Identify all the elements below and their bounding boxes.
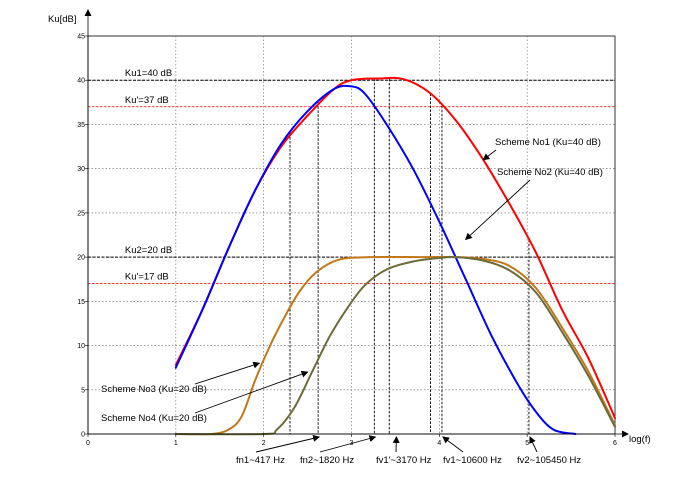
frequency-label: fn2~1820 Hz — [300, 455, 354, 466]
x-tick-label: 6 — [613, 440, 617, 447]
scheme-annotation-arrow — [482, 149, 497, 161]
reference-line-label: Ku'=37 dB — [125, 95, 169, 106]
scheme-annotation-arrow — [194, 370, 309, 414]
series-scheme-no1 — [174, 76, 616, 420]
x-tick-label: 4 — [437, 440, 441, 447]
y-tick-label: 20 — [77, 255, 85, 262]
annotations: fn1~417 Hz fn2~1820 Hz fv1'~3170 Hz fv1~106… — [101, 137, 603, 466]
reference-line-label: Ku'=17 dB — [125, 272, 169, 283]
series-scheme-no2 — [174, 84, 577, 435]
frequency-label: fv2~105450 Hz — [517, 455, 581, 466]
y-tick-label: 40 — [77, 78, 85, 85]
scheme-annotation-label: Scheme No1 (Ku=40 dB) — [495, 137, 601, 148]
series-scheme-no3 — [174, 255, 616, 436]
series-scheme-no4 — [174, 255, 616, 436]
y-tick-label: 15 — [77, 299, 85, 306]
frequency-arrow — [442, 436, 464, 453]
y-tick-label: 5 — [81, 387, 85, 394]
x-tick-label: 2 — [262, 440, 266, 447]
scheme-annotation-label: Scheme No2 (Ku=40 dB) — [497, 167, 603, 178]
scheme-annotation-label: Scheme No4 (Ku=20 dB) — [101, 413, 207, 424]
x-tick-label: 0 — [86, 440, 90, 447]
scheme-annotation-arrow — [464, 179, 531, 241]
x-tick-label: 5 — [525, 440, 529, 447]
reference-line-label: Ku2=20 dB — [125, 245, 172, 256]
frequency-arrow — [319, 435, 377, 453]
x-tick-label: 1 — [174, 440, 178, 447]
reference-line-label: Ku1=40 dB — [125, 68, 172, 79]
scheme-annotation-arrow — [194, 361, 261, 385]
x-axis-label: log(f) — [629, 434, 651, 445]
scheme-annotation-label: Scheme No3 (Ku=20 dB) — [101, 384, 207, 395]
frequency-arrow — [255, 434, 321, 453]
frequency-label: fv1'~3170 Hz — [376, 455, 432, 466]
y-tick-label: 30 — [77, 166, 85, 173]
series-group — [174, 76, 616, 436]
y-tick-label: 25 — [77, 210, 85, 217]
y-tick-label: 10 — [77, 343, 85, 350]
y-tick-label: 0 — [81, 432, 85, 439]
frequency-label: fn1~417 Hz — [236, 455, 285, 466]
frequency-label: fv1~10600 Hz — [443, 455, 502, 466]
frequency-arrow — [529, 436, 538, 453]
y-axis-label: Ku[dB] — [48, 14, 77, 25]
y-tick-label: 45 — [77, 34, 85, 41]
y-tick-label: 35 — [77, 122, 85, 129]
